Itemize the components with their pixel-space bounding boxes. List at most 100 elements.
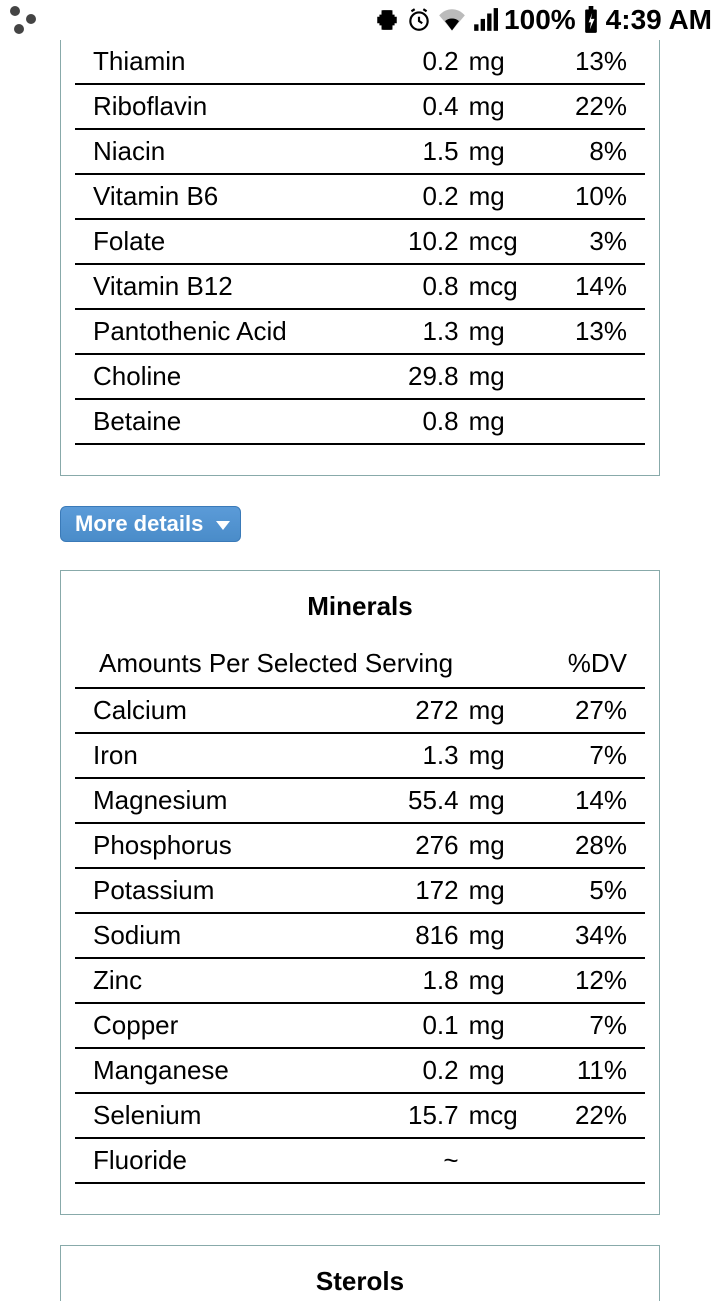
table-row: Betaine0.8mg [75, 399, 645, 444]
nutrient-name: Choline [75, 354, 371, 399]
nutrient-amount: ~ [371, 1138, 462, 1183]
nutrient-unit: mg [463, 40, 543, 84]
nutrient-amount: 0.2 [371, 40, 462, 84]
nutrient-unit: mg [463, 913, 543, 958]
nutrient-amount: 10.2 [371, 219, 462, 264]
table-row: Choline29.8mg [75, 354, 645, 399]
table-row: Manganese0.2mg11% [75, 1048, 645, 1093]
nutrient-dv: 10% [542, 174, 645, 219]
nutrient-dv: 3% [542, 219, 645, 264]
nutrient-name: Calcium [75, 688, 371, 733]
minerals-panel: Minerals Amounts Per Selected Serving %D… [60, 570, 660, 1215]
sterols-panel: Sterols [60, 1245, 660, 1301]
table-row: Folate10.2mcg3% [75, 219, 645, 264]
nutrient-amount: 1.3 [371, 309, 462, 354]
table-row: Vitamin B120.8mcg14% [75, 264, 645, 309]
nutrient-amount: 272 [371, 688, 462, 733]
nutrient-name: Thiamin [75, 40, 371, 84]
table-row: Magnesium55.4mg14% [75, 778, 645, 823]
wifi-icon [438, 7, 466, 33]
nutrient-unit: mg [463, 733, 543, 778]
table-row: Pantothenic Acid1.3mg13% [75, 309, 645, 354]
nutrient-dv: 13% [542, 40, 645, 84]
vibrate-icon [374, 7, 400, 33]
nutrient-unit: mg [463, 823, 543, 868]
nutrient-unit: mg [463, 778, 543, 823]
nutrient-dv: 34% [542, 913, 645, 958]
nutrient-name: Sodium [75, 913, 371, 958]
vitamins-panel: Thiamin0.2mg13%Riboflavin0.4mg22%Niacin1… [60, 40, 660, 476]
nutrient-unit: mg [463, 84, 543, 129]
sterols-title: Sterols [61, 1246, 659, 1301]
nutrient-name: Potassium [75, 868, 371, 913]
nutrient-amount: 0.2 [371, 1048, 462, 1093]
nutrient-name: Manganese [75, 1048, 371, 1093]
nutrient-dv: 14% [542, 778, 645, 823]
more-details-label: More details [75, 511, 203, 536]
nutrient-amount: 55.4 [371, 778, 462, 823]
nutrient-amount: 1.5 [371, 129, 462, 174]
nutrient-amount: 0.4 [371, 84, 462, 129]
nutrient-amount: 1.8 [371, 958, 462, 1003]
nutrient-unit: mg [463, 129, 543, 174]
nutrient-dv: 12% [542, 958, 645, 1003]
nutrient-unit: mg [463, 958, 543, 1003]
table-row: Phosphorus276mg28% [75, 823, 645, 868]
nutrient-unit [463, 1138, 543, 1183]
nutrient-dv: 7% [542, 733, 645, 778]
nutrient-amount: 276 [371, 823, 462, 868]
nutrient-dv [542, 1138, 645, 1183]
nutrient-unit: mg [463, 1048, 543, 1093]
table-row: Potassium172mg5% [75, 868, 645, 913]
nutrient-unit: mg [463, 399, 543, 444]
nutrient-name: Fluoride [75, 1138, 371, 1183]
minerals-title: Minerals [61, 571, 659, 640]
table-row: Calcium272mg27% [75, 688, 645, 733]
battery-percent: 100% [504, 4, 576, 36]
table-row: Sodium816mg34% [75, 913, 645, 958]
nutrient-name: Riboflavin [75, 84, 371, 129]
battery-charging-icon [582, 6, 600, 34]
nutrient-name: Pantothenic Acid [75, 309, 371, 354]
nutrient-dv: 7% [542, 1003, 645, 1048]
nutrient-unit: mcg [463, 219, 543, 264]
table-row: Zinc1.8mg12% [75, 958, 645, 1003]
table-row: Selenium15.7mcg22% [75, 1093, 645, 1138]
chevron-down-icon [216, 521, 230, 530]
nutrient-dv: 5% [542, 868, 645, 913]
nutrient-amount: 0.8 [371, 264, 462, 309]
nutrient-amount: 1.3 [371, 733, 462, 778]
nutrient-dv: 8% [542, 129, 645, 174]
nutrient-amount: 29.8 [371, 354, 462, 399]
nutrient-unit: mg [463, 688, 543, 733]
minerals-table: Amounts Per Selected Serving %DV Calcium… [75, 640, 645, 1184]
nutrient-name: Iron [75, 733, 371, 778]
notification-dots-icon [8, 4, 40, 36]
table-row: Fluoride~ [75, 1138, 645, 1183]
nutrient-name: Copper [75, 1003, 371, 1048]
table-row: Thiamin0.2mg13% [75, 40, 645, 84]
nutrient-amount: 15.7 [371, 1093, 462, 1138]
table-row: Niacin1.5mg8% [75, 129, 645, 174]
vitamins-table: Thiamin0.2mg13%Riboflavin0.4mg22%Niacin1… [75, 40, 645, 445]
page-content: Thiamin0.2mg13%Riboflavin0.4mg22%Niacin1… [0, 40, 720, 1301]
nutrient-amount: 0.8 [371, 399, 462, 444]
table-row: Iron1.3mg7% [75, 733, 645, 778]
nutrient-unit: mg [463, 309, 543, 354]
nutrient-name: Magnesium [75, 778, 371, 823]
nutrient-unit: mg [463, 174, 543, 219]
nutrient-amount: 0.1 [371, 1003, 462, 1048]
clock-time: 4:39 AM [606, 4, 712, 36]
table-row: Vitamin B60.2mg10% [75, 174, 645, 219]
nutrient-dv: 13% [542, 309, 645, 354]
nutrient-unit: mg [463, 1003, 543, 1048]
nutrient-unit: mcg [463, 1093, 543, 1138]
nutrient-name: Folate [75, 219, 371, 264]
nutrient-dv: 14% [542, 264, 645, 309]
nutrient-dv: 28% [542, 823, 645, 868]
nutrient-unit: mg [463, 868, 543, 913]
nutrient-unit: mg [463, 354, 543, 399]
minerals-header-left: Amounts Per Selected Serving [75, 640, 542, 688]
more-details-button[interactable]: More details [60, 506, 241, 542]
nutrient-name: Zinc [75, 958, 371, 1003]
